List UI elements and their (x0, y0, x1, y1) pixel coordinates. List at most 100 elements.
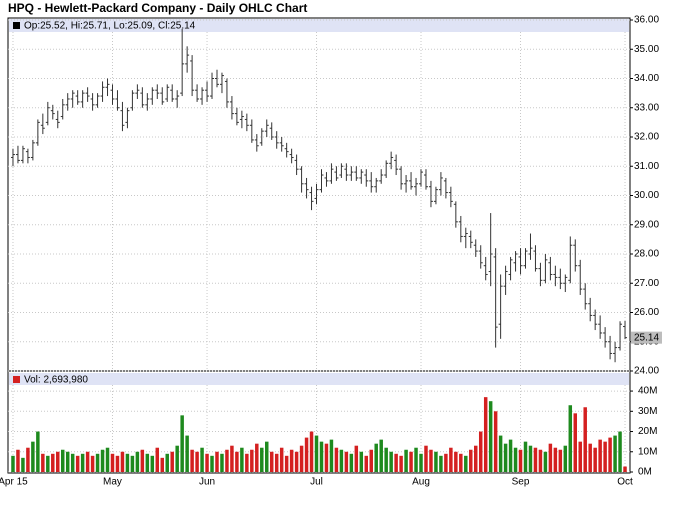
volume-bar (543, 451, 548, 472)
volume-bar (439, 455, 443, 472)
volume-bar (130, 455, 135, 472)
volume-bar (51, 453, 55, 472)
volume-bar (558, 449, 563, 472)
volume-bar (344, 451, 349, 472)
volume-bar (523, 441, 528, 472)
volume-bar (135, 451, 140, 472)
volume-bar (324, 443, 329, 472)
volume-bar (235, 451, 239, 472)
volume-bar (414, 447, 418, 472)
volume-bar (429, 449, 433, 472)
volume-bar (623, 466, 627, 472)
x-tick-label: Jul (310, 477, 323, 488)
y-tick-label: 35.00 (634, 44, 659, 55)
volume-bar (583, 407, 587, 472)
price-panel (7, 17, 631, 372)
volume-bar (603, 441, 607, 472)
volume-bar (469, 449, 473, 472)
volume-bar (260, 447, 264, 472)
volume-bar (125, 453, 130, 472)
volume-bar (150, 455, 155, 472)
volume-bar (449, 447, 453, 472)
volume-bar (100, 449, 105, 472)
y-tick-label: 20M (638, 426, 657, 437)
volume-bar (334, 447, 339, 472)
x-tick-label: Apr 15 (0, 477, 28, 488)
volume-bar (21, 457, 25, 472)
volume-bar (498, 435, 503, 472)
volume-bar (70, 453, 75, 472)
volume-bar (598, 439, 602, 472)
volume-bar (454, 451, 458, 472)
volume-bar (588, 443, 592, 472)
volume-bar (329, 439, 334, 472)
volume-bar (115, 455, 120, 472)
volume-bar (503, 443, 508, 472)
volume-bar (90, 455, 95, 472)
volume-bar (513, 447, 518, 472)
volume-bar (215, 451, 219, 472)
volume-bar (175, 445, 179, 472)
volume-bar (464, 455, 468, 472)
volume-bar (41, 453, 45, 472)
volume-bar (240, 447, 244, 472)
volume-bar (165, 453, 169, 472)
volume-bar (528, 445, 533, 472)
volume-bar (578, 441, 582, 472)
volume-bar (26, 447, 30, 472)
y-tick-label: 31.00 (634, 161, 659, 172)
volume-bar (359, 451, 364, 472)
y-tick-label: 27.00 (634, 278, 659, 289)
volume-bar (110, 453, 115, 472)
volume-bar (274, 453, 279, 472)
volume-bar (309, 431, 314, 472)
volume-bar (289, 449, 294, 472)
volume-legend: Vol: 2,693,980 (24, 375, 88, 386)
volume-bar (573, 413, 578, 472)
volume-bar (563, 445, 568, 472)
volume-bar (170, 451, 174, 472)
volume-bar (210, 455, 214, 472)
volume-bar (424, 445, 428, 472)
volume-bar (56, 451, 60, 472)
y-tick-label: 10M (638, 446, 657, 457)
volume-bar (60, 449, 65, 472)
x-tick-label: May (103, 477, 122, 488)
last-price-label: 25.14 (634, 332, 659, 343)
y-tick-label: 30.00 (634, 190, 659, 201)
volume-bar (294, 451, 299, 472)
volume-bar (478, 431, 483, 472)
volume-bar (483, 397, 488, 472)
volume-bar (245, 453, 249, 472)
volume-bar (488, 401, 493, 472)
volume-bar (354, 445, 359, 472)
volume-bar (185, 435, 189, 472)
volume-bar (225, 449, 229, 472)
y-tick-label: 29.00 (634, 219, 659, 230)
volume-bar (459, 453, 463, 472)
y-tick-label: 32.00 (634, 132, 659, 143)
volume-bar (409, 451, 413, 472)
volume-bar (80, 453, 85, 472)
volume-bar (180, 415, 184, 472)
volume-bar (369, 449, 373, 472)
volume-bar (265, 441, 269, 472)
volume-bar (250, 449, 254, 472)
y-tick-label: 30M (638, 406, 657, 417)
volume-bar (255, 443, 259, 472)
volume-bar (389, 451, 393, 472)
price-legend-band (9, 19, 629, 32)
y-tick-label: 36.00 (634, 15, 659, 26)
volume-bar (374, 443, 378, 472)
volume-bar (608, 437, 612, 472)
volume-bar (553, 447, 558, 472)
volume-bar (508, 439, 513, 472)
volume-bar (11, 455, 15, 472)
volume-bar (548, 443, 553, 472)
volume-bar (120, 451, 125, 472)
volume-bar (160, 457, 164, 472)
price-legend-swatch (13, 22, 20, 29)
volume-bar (65, 451, 70, 472)
volume-bar (538, 449, 543, 472)
